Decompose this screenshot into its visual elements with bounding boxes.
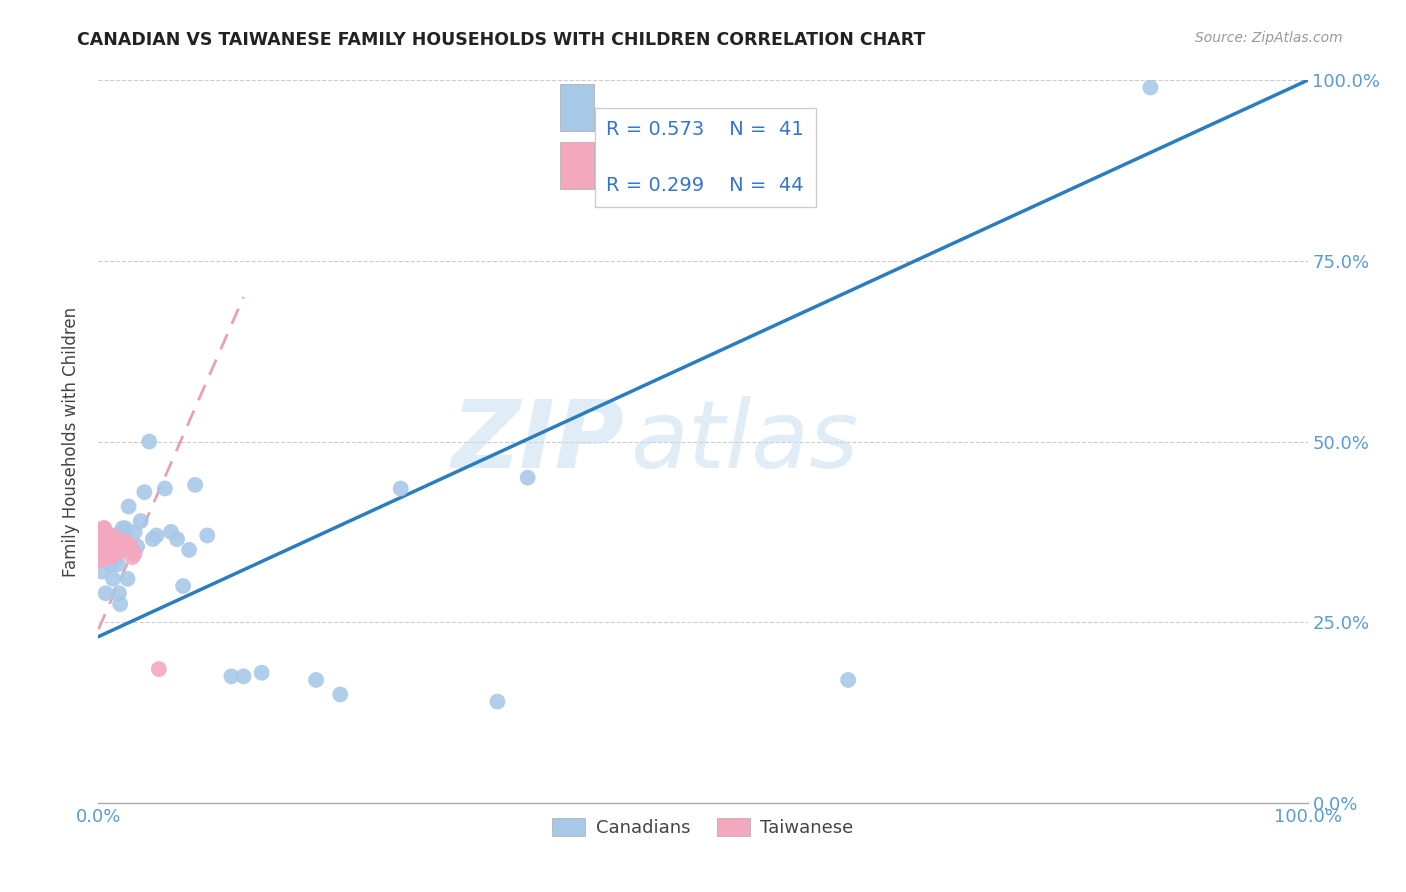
Point [101,572,124,586]
Point [184,478,207,492]
Point [96,528,118,542]
Point [118,539,141,553]
Point [108,539,131,553]
Point [100,535,122,549]
Point [91,528,114,542]
Point [103,542,125,557]
Point [118,500,141,514]
Point [134,485,156,500]
Point [112,535,135,549]
Point [90,524,112,539]
Point [93,535,115,549]
Point [108,586,131,600]
Point [110,535,132,549]
Point [91,565,114,579]
Point [97,550,120,565]
Point [89,535,111,549]
Point [89,554,111,568]
Point [142,532,165,546]
Point [97,535,120,549]
Point [91,521,114,535]
Point [138,434,160,449]
Point [94,547,117,561]
Text: ZIP: ZIP [451,395,624,488]
Point [105,547,128,561]
Point [124,524,146,539]
Point [108,597,131,611]
Point [94,528,117,542]
Point [100,558,122,572]
Point [104,528,127,542]
Y-axis label: Family Households with Children: Family Households with Children [62,307,80,576]
Point [111,542,134,557]
Point [114,539,136,553]
Point [114,521,136,535]
Point [96,539,118,553]
Point [148,662,170,676]
Point [305,673,328,687]
Point [91,532,114,546]
Point [101,547,124,561]
Text: CANADIAN VS TAIWANESE FAMILY HOUSEHOLDS WITH CHILDREN CORRELATION CHART: CANADIAN VS TAIWANESE FAMILY HOUSEHOLDS … [77,31,925,49]
Point [90,542,112,557]
Point [837,673,859,687]
Point [232,669,254,683]
Point [103,532,125,546]
Point [172,579,194,593]
Text: atlas: atlas [630,396,859,487]
Point [104,539,127,553]
Point [98,532,121,546]
Point [91,547,114,561]
Point [103,542,125,557]
Point [93,542,115,557]
Point [221,669,243,683]
Point [329,687,352,701]
Point [108,532,131,546]
Point [121,542,143,557]
Point [107,558,129,572]
Point [486,695,509,709]
Point [105,535,128,549]
Point [110,535,132,549]
FancyBboxPatch shape [561,84,595,131]
Point [100,535,122,549]
Point [121,550,143,565]
Point [91,539,114,553]
Point [127,539,149,553]
Point [101,535,124,549]
Point [111,521,134,535]
Point [166,532,188,546]
Text: R = 0.573    N =  41

R = 0.299    N =  44: R = 0.573 N = 41 R = 0.299 N = 44 [606,120,804,195]
Point [153,482,176,496]
Point [195,528,218,542]
Point [124,547,146,561]
Point [145,528,167,542]
FancyBboxPatch shape [561,142,595,189]
Legend: Canadians, Taiwanese: Canadians, Taiwanese [546,811,860,845]
Point [107,542,129,557]
Point [389,482,412,496]
Point [117,572,139,586]
Point [93,521,115,535]
Point [160,524,183,539]
Point [98,542,121,557]
Point [100,550,122,565]
Point [1139,80,1161,95]
Point [100,528,122,542]
Point [516,470,538,484]
Text: Source: ZipAtlas.com: Source: ZipAtlas.com [1195,31,1343,45]
Point [129,514,152,528]
Point [179,542,201,557]
Point [117,535,139,549]
Point [91,550,114,565]
Point [250,665,273,680]
Point [105,550,128,565]
Point [100,539,122,553]
Point [94,586,117,600]
